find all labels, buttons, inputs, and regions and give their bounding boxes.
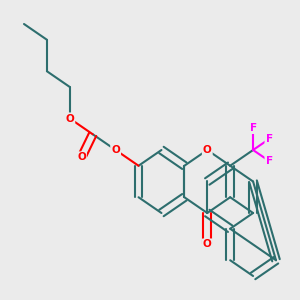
Text: O: O: [203, 145, 212, 155]
Text: O: O: [111, 145, 120, 155]
Text: F: F: [250, 123, 257, 133]
Text: F: F: [266, 134, 273, 144]
Text: O: O: [65, 113, 74, 124]
Text: O: O: [77, 152, 86, 162]
Text: F: F: [266, 156, 273, 166]
Text: O: O: [203, 239, 212, 250]
